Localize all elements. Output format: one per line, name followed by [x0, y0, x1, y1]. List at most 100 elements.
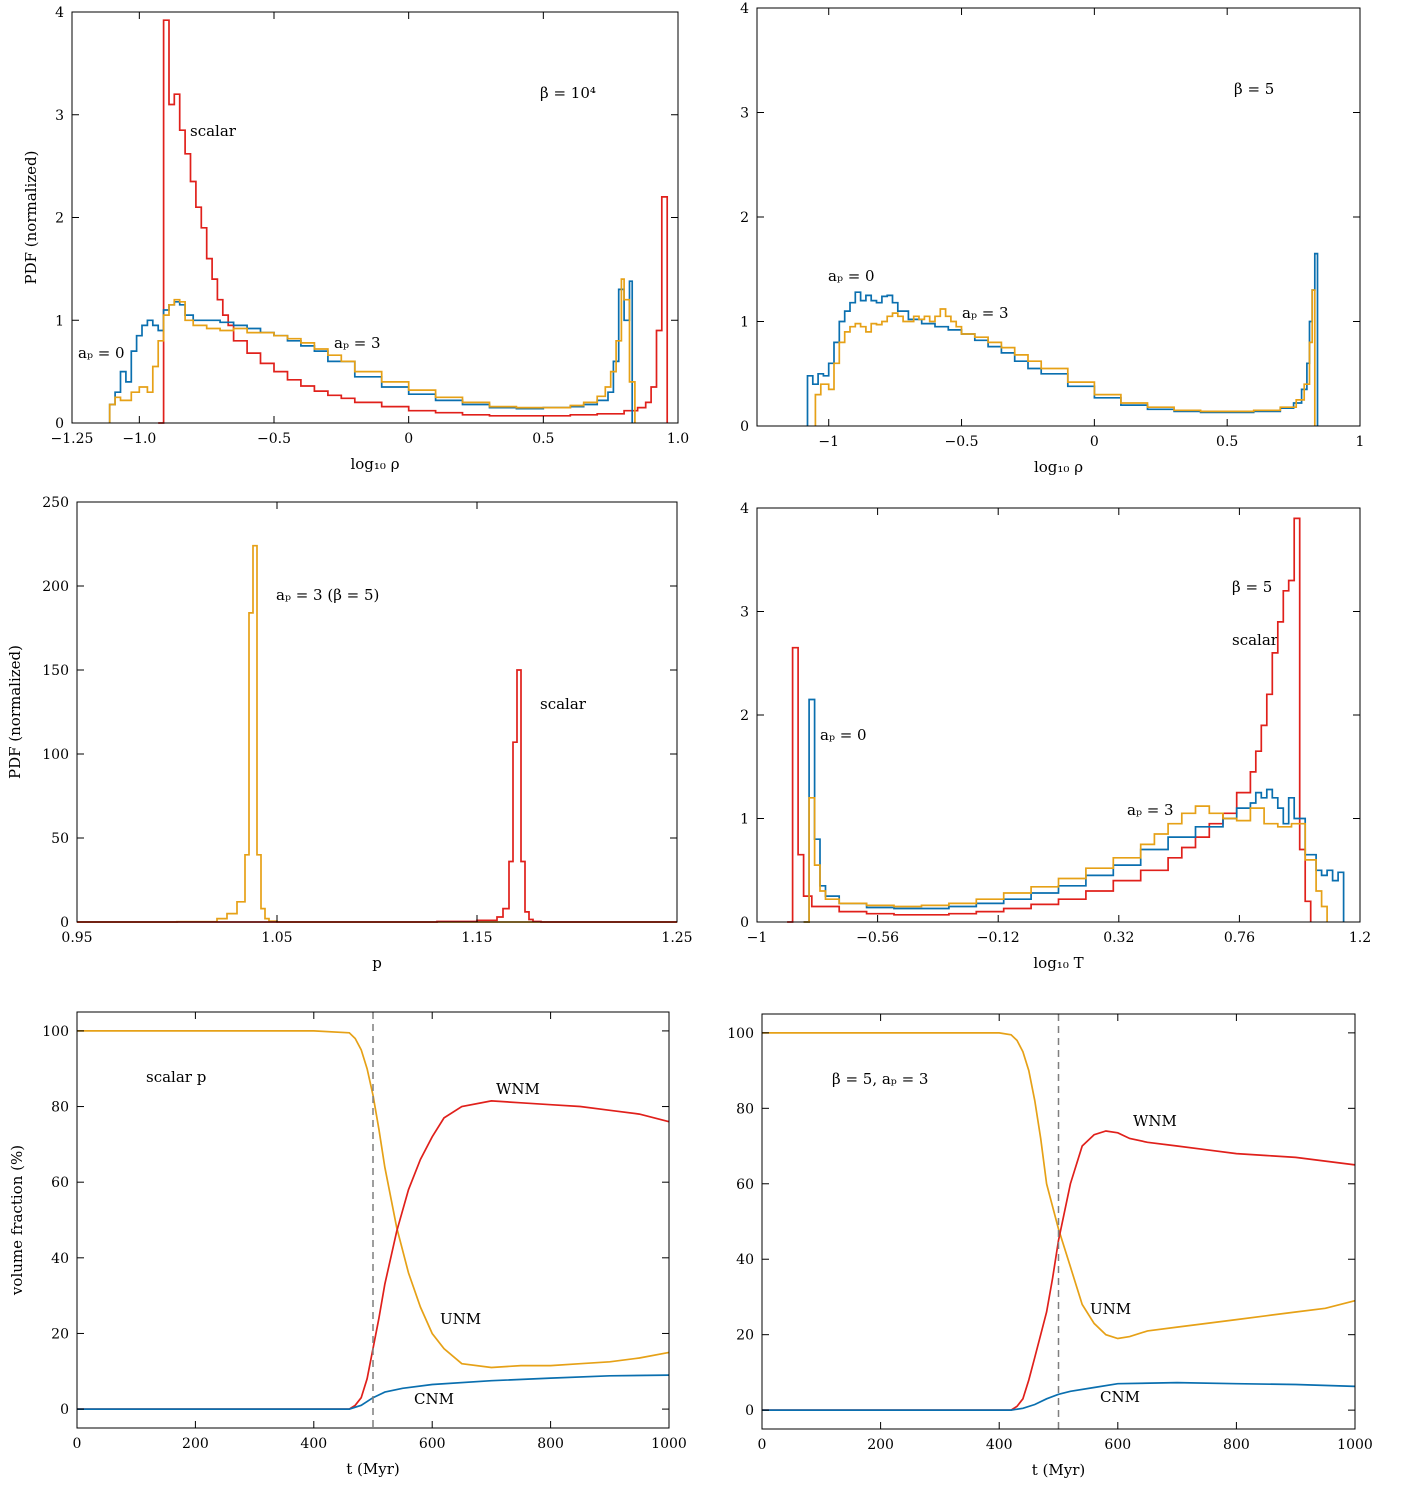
x-tick-label: 1.05: [261, 930, 292, 946]
x-tick-label: 1: [1356, 434, 1365, 450]
y-tick-label: 1: [740, 812, 749, 828]
x-tick-label: 1.0: [667, 431, 689, 447]
annotation-cnm: CNM: [414, 1390, 454, 1408]
annotation-unm: UNM: [440, 1310, 481, 1328]
annotation-scalar: scalar: [1232, 631, 1279, 649]
y-tick-label: 4: [740, 501, 749, 517]
x-tick-label: −0.5: [257, 431, 291, 447]
series-line-red: [77, 669, 677, 923]
annotation-scalar: scalar: [540, 695, 587, 713]
panel-temperature: β = 5 scalar aₚ = 0 aₚ = 3 −1 −0.56 −0.12 0…: [740, 501, 1371, 972]
panel-rho-beta-1e4: β = 10⁴ scalar aₚ = 3 aₚ = 0 −1.25 −1.0 −0…: [22, 5, 689, 473]
annotation-beta5-ap3: β = 5, aₚ = 3: [832, 1070, 928, 1088]
x-tick-label: 200: [182, 1436, 209, 1452]
x-tick-label: 0: [73, 1436, 82, 1452]
annotation-ap0: aₚ = 0: [78, 344, 125, 362]
x-tick-label: 1.2: [1349, 930, 1371, 946]
panel-volume-fraction-scalar: scalar p WNM UNM CNM 0 200 400 600 800 1000 0 2…: [8, 1011, 687, 1478]
annotation-beta: β = 5: [1232, 578, 1272, 596]
x-tick-label: −1.25: [51, 431, 94, 447]
annotation-wnm: WNM: [496, 1080, 540, 1098]
x-tick-label: 0: [404, 431, 413, 447]
series-line-unm: [762, 1032, 1356, 1340]
x-tick-label: 0.5: [1216, 434, 1238, 450]
x-tick-label: 800: [1223, 1437, 1250, 1453]
y-tick-label: 0: [740, 419, 749, 435]
x-tick-label: −1.0: [122, 431, 156, 447]
x-tick-label: 400: [300, 1436, 327, 1452]
y-tick-label: 60: [736, 1177, 754, 1193]
x-axis-label: log₁₀ ρ: [350, 455, 399, 473]
annotation-scalar-p: scalar p: [146, 1068, 206, 1086]
x-tick-label: −0.12: [977, 930, 1020, 946]
x-tick-label: −1: [747, 930, 768, 946]
y-tick-label: 4: [55, 5, 64, 21]
annotation-unm: UNM: [1090, 1300, 1131, 1318]
annotation-ap0: aₚ = 0: [828, 267, 875, 285]
plot-frame: [76, 501, 678, 923]
x-tick-label: 400: [986, 1437, 1013, 1453]
y-tick-label: 150: [42, 663, 69, 679]
y-tick-label: 1: [740, 315, 749, 331]
y-tick-label: 20: [736, 1328, 754, 1344]
series-line-cnm: [77, 1374, 670, 1410]
x-axis-label: t (Myr): [1032, 1461, 1086, 1479]
y-tick-label: 0: [60, 915, 69, 931]
y-tick-label: 3: [55, 108, 64, 124]
x-tick-label: 1.25: [661, 930, 692, 946]
y-axis-label: PDF (normalized): [6, 645, 24, 779]
x-tick-label: 600: [419, 1436, 446, 1452]
plot-frame: [756, 7, 1361, 427]
y-tick-label: 200: [42, 579, 69, 595]
x-tick-label: 800: [537, 1436, 564, 1452]
series-line-blue: [806, 252, 1319, 426]
annotation-ap3: aₚ = 3: [962, 304, 1009, 322]
y-tick-label: 100: [42, 747, 69, 763]
x-tick-label: 0.76: [1224, 930, 1255, 946]
x-tick-label: −0.5: [945, 434, 979, 450]
y-tick-label: 60: [51, 1175, 69, 1191]
y-axis-label: volume fraction (%): [8, 1145, 26, 1296]
series-line-orange: [77, 544, 677, 923]
series-line-unm: [77, 1030, 670, 1369]
x-tick-label: 1000: [1337, 1437, 1373, 1453]
series-line-wnm: [77, 1100, 670, 1410]
y-tick-label: 100: [727, 1026, 754, 1042]
series-line-blue: [803, 698, 1345, 923]
series-line-orange: [108, 278, 636, 423]
panel-volume-fraction-beta5: β = 5, aₚ = 3 WNM UNM CNM 0 200 400 600 800 1…: [727, 1013, 1373, 1479]
y-tick-label: 2: [740, 210, 749, 226]
x-tick-label: 0: [1090, 434, 1099, 450]
x-tick-label: 0.5: [532, 431, 554, 447]
x-tick-label: 600: [1104, 1437, 1131, 1453]
y-tick-label: 3: [740, 605, 749, 621]
y-tick-label: 0: [745, 1403, 754, 1419]
series-line-wnm: [762, 1130, 1356, 1411]
x-tick-label: −1: [818, 434, 839, 450]
y-tick-label: 20: [51, 1326, 69, 1342]
annotation-ap3: aₚ = 3: [334, 334, 381, 352]
x-axis-label: t (Myr): [346, 1460, 400, 1478]
annotation-wnm: WNM: [1133, 1112, 1177, 1130]
y-tick-label: 0: [740, 915, 749, 931]
series-line-cnm: [762, 1381, 1356, 1411]
plot-frame: [756, 507, 1361, 923]
annotation-ap3: aₚ = 3: [1127, 801, 1174, 819]
x-tick-label: −0.56: [856, 930, 899, 946]
y-tick-label: 40: [736, 1252, 754, 1268]
annotation-ap0: aₚ = 0: [820, 726, 867, 744]
x-tick-label: 0.32: [1103, 930, 1134, 946]
annotation-beta: β = 5: [1234, 80, 1274, 98]
series-line-orange: [803, 796, 1328, 923]
series-line-orange: [814, 289, 1316, 426]
x-tick-label: 0: [758, 1437, 767, 1453]
panel-pressure: aₚ = 3 (β = 5) scalar 0.95 1.05 1.15 1.25 0 5…: [6, 495, 693, 972]
y-tick-label: 2: [740, 708, 749, 724]
y-tick-label: 50: [51, 831, 69, 847]
y-tick-label: 3: [740, 106, 749, 122]
x-tick-label: 0.95: [61, 930, 92, 946]
x-axis-label: log₁₀ T: [1033, 954, 1083, 972]
x-axis-label: log₁₀ ρ: [1034, 458, 1083, 476]
series-line-red: [158, 19, 669, 424]
